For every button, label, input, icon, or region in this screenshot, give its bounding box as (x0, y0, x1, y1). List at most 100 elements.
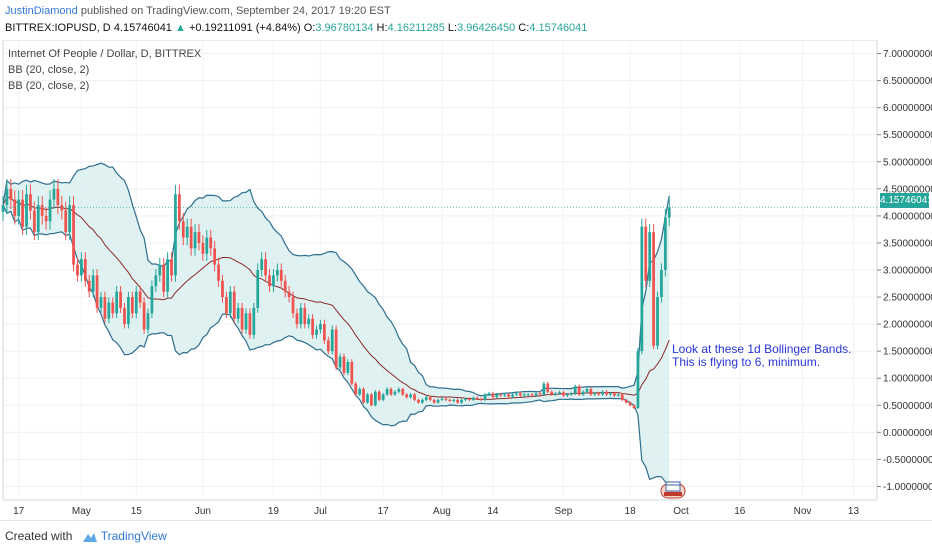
candle-body (338, 356, 342, 368)
chart-header: JustinDiamond published on TradingView.c… (0, 0, 932, 40)
candle-body (236, 307, 240, 319)
x-tick-label: Nov (794, 506, 812, 517)
low-value: 3.96426450 (457, 22, 516, 34)
candle-body (373, 391, 377, 406)
candle-body (76, 264, 79, 276)
candle-body (475, 397, 479, 399)
candle-body (52, 188, 56, 200)
x-tick-label: 14 (487, 506, 499, 517)
legend-bb-1[interactable]: BB (20, close, 2) (8, 64, 90, 76)
candle-body (32, 210, 36, 233)
high-label: H: (376, 22, 388, 34)
y-tick-label: 6.00000000 (883, 103, 932, 114)
candle-body (264, 259, 267, 276)
candle-body (115, 291, 119, 314)
x-tick-label: 15 (131, 506, 143, 517)
y-tick-label: 0.50000000 (883, 401, 932, 412)
candle-body (25, 194, 28, 227)
candle-body (420, 399, 424, 403)
candle-body (60, 205, 64, 211)
y-tick-label: 7.00000000 (883, 49, 932, 60)
candle-body (632, 405, 636, 408)
candle-body (260, 259, 264, 270)
candle-body (330, 329, 334, 352)
candle-body (511, 394, 514, 397)
candle-body (605, 391, 608, 395)
annotation-line-1: Look at these 1d Bollinger Bands. (672, 342, 852, 356)
y-tick-label: 2.50000000 (883, 293, 932, 304)
candle-body (225, 297, 228, 314)
candle-body (181, 221, 185, 238)
candle-body (350, 362, 354, 384)
open-value: 3.96780134 (315, 22, 374, 34)
candle-body (146, 313, 150, 330)
candle-body (522, 394, 526, 396)
candle-body (346, 362, 350, 373)
high-value: 4.16211285 (387, 22, 445, 34)
candle-body (530, 394, 534, 396)
candle-body (534, 393, 538, 396)
chart-area[interactable]: 7.00000000 6.50000000 6.00000000 5.50000000… (0, 39, 932, 520)
candle-body (111, 302, 115, 314)
x-tick-label: 19 (268, 506, 280, 517)
candle-body (569, 393, 573, 395)
candle-body (448, 399, 452, 401)
candle-body (319, 324, 322, 330)
candle-body (362, 389, 365, 403)
candle-body (381, 394, 385, 400)
candle-body (648, 232, 652, 281)
symbol: BITTREX:IOPUSD, D (5, 22, 111, 34)
candle-body (256, 270, 260, 308)
candle-body (581, 391, 585, 395)
candle-body (518, 393, 522, 396)
candle-body (452, 399, 456, 401)
candle-body (56, 188, 60, 206)
candle-body (283, 280, 287, 292)
chart-annotation[interactable]: Look at these 1d Bollinger Bands. This i… (672, 343, 851, 369)
candle-body (40, 205, 44, 216)
candle-body (13, 199, 17, 216)
candle-body (307, 318, 311, 325)
calendar-event-icon[interactable] (660, 479, 686, 499)
author-link[interactable]: JustinDiamond (5, 5, 78, 17)
candle-body (389, 389, 393, 395)
footer: Created with TradingView (0, 520, 932, 551)
candle-body (44, 215, 48, 222)
candle-body (291, 297, 295, 314)
legend-bb-2[interactable]: BB (20, close, 2) (8, 80, 90, 92)
tradingview-logo-icon (82, 532, 97, 542)
candle-body (5, 188, 9, 206)
candle-body (440, 398, 444, 400)
candle-body (272, 275, 275, 287)
tradingview-link[interactable]: TradingView (100, 529, 167, 543)
candle-body (577, 386, 581, 395)
candle-body (103, 297, 107, 319)
candle-body (499, 394, 503, 396)
candle-body (377, 391, 381, 400)
candle-body (644, 226, 648, 281)
y-tick-label: 5.50000000 (883, 130, 932, 141)
price-chart[interactable]: 7.00000000 6.50000000 6.00000000 5.50000000… (0, 39, 932, 520)
candle-body (177, 194, 181, 222)
candle-body (185, 226, 189, 238)
candle-body (409, 394, 412, 398)
low-label: L: (447, 22, 458, 34)
last-price-tag: 4.15746041 (880, 193, 932, 208)
candle-body (405, 394, 409, 398)
candle-body (83, 259, 87, 281)
candle-body (154, 275, 158, 287)
x-tick-label: Sep (555, 506, 573, 517)
candle-body (546, 383, 550, 392)
candle-body (323, 324, 326, 341)
candle-body (268, 275, 271, 287)
candle-body (68, 205, 71, 233)
candle-body (432, 399, 436, 403)
candle-body (87, 280, 91, 292)
candle-body (21, 199, 24, 227)
last-price: 4.15746041 (113, 22, 172, 34)
candle-body (342, 356, 346, 373)
y-tick-label: 1.50000000 (883, 347, 932, 358)
up-arrow-icon: ▲ (175, 22, 186, 34)
candle-body (9, 188, 13, 200)
candle-body (162, 264, 166, 292)
